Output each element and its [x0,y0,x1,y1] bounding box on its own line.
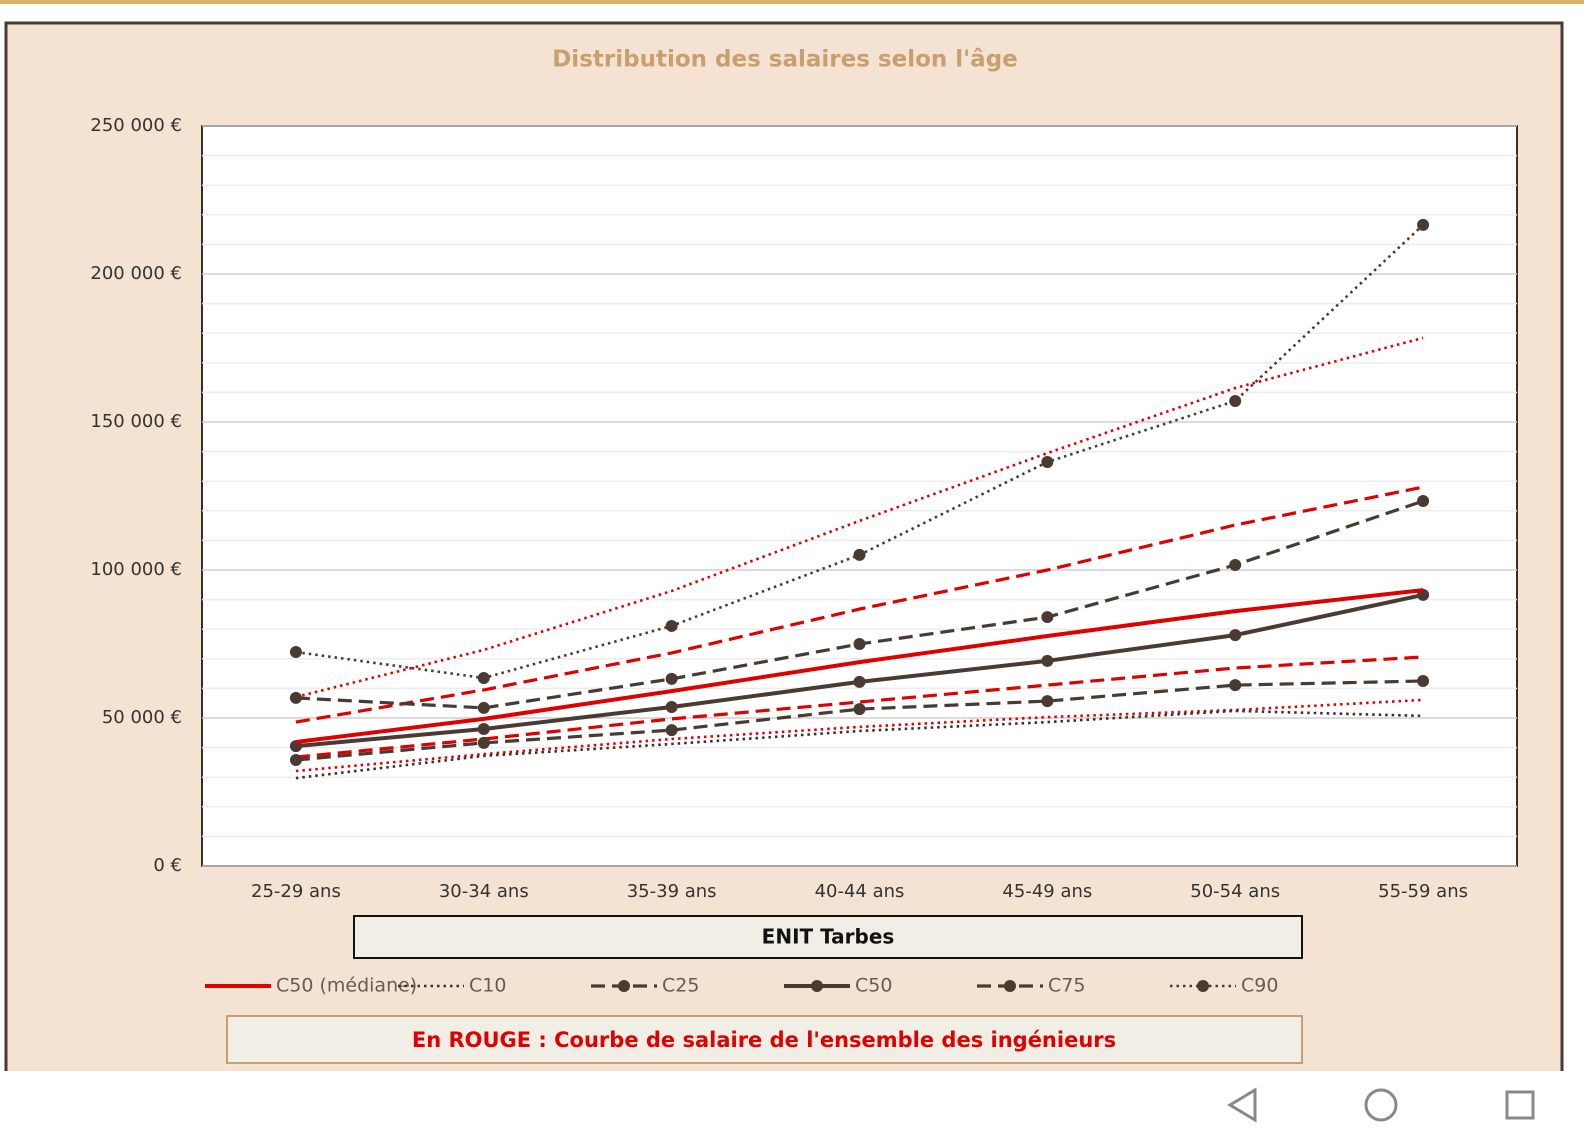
series-marker [289,645,302,658]
series-marker [665,701,678,714]
y-tick-label: 150 000 € [90,411,182,432]
legend-marker [1197,980,1209,992]
legend-label: C50 [855,975,892,997]
legend-label: C75 [1048,975,1085,997]
y-tick-label: 250 000 € [90,115,182,136]
legend-label: C90 [1241,975,1278,997]
series-marker [1229,394,1242,407]
legend-marker [618,980,630,992]
legend-entry: C10 [398,975,506,997]
series-marker [853,675,866,688]
series-marker [477,701,490,714]
plot-layer: 0 € 50 000 € 100 000 € 150 000 € 200 000 € 25… [90,115,1517,997]
legend-label: C50 (médiane) [276,975,417,997]
series-marker [289,754,302,767]
series-marker [853,638,866,650]
series-line [295,709,1424,780]
legend-marker [811,980,823,992]
series-marker [1229,679,1242,692]
series-marker [1229,558,1242,571]
nav-bar [0,1071,1584,1138]
nav-back[interactable] [1227,1087,1257,1123]
annotation-box [226,1015,1303,1064]
series-line [295,336,1424,699]
series-line [295,485,1424,724]
legend-entry: C50 (médiane) [205,975,417,997]
series-marker [1041,695,1054,708]
y-tick-label: 200 000 € [90,263,182,284]
series-line [295,588,1424,744]
legend-label: C10 [469,975,506,997]
series-marker [1041,455,1054,468]
series-line [295,698,1424,773]
x-tick-label: 30-34 ans [439,881,529,902]
nav-home[interactable] [1364,1088,1398,1122]
series-marker [1417,495,1430,508]
y-tick-label: 50 000 € [102,707,182,728]
series-marker [289,691,302,704]
y-tick-label: 100 000 € [90,559,182,580]
subtitle-box [353,915,1303,959]
series-marker [1041,611,1054,624]
series-marker [477,722,490,735]
x-tick-label: 25-29 ans [251,881,341,902]
series-marker [1041,654,1054,667]
series-marker [665,672,678,685]
legend-entry: C90 [1170,975,1278,997]
x-tick-label: 40-44 ans [815,881,905,902]
series-marker [1417,675,1430,687]
legend-entry: C75 [977,975,1085,997]
series-marker [1417,218,1430,231]
x-tick-label: 50-54 ans [1190,881,1280,902]
series-marker [853,703,866,716]
series-marker [477,736,490,749]
series-marker [665,724,678,737]
subtitle: ENIT Tarbes [762,925,895,949]
annotation: En ROUGE : Courbe de salaire de l'ensemb… [412,1028,1116,1052]
top-rule [0,0,1584,4]
legend-label: C25 [662,975,699,997]
x-tick-label: 35-39 ans [627,881,717,902]
y-tick-label: 0 € [153,855,182,876]
series-marker [1229,629,1242,642]
legend-entry: C50 [784,975,892,997]
x-tick-label: 55-59 ans [1378,881,1468,902]
series-marker [477,672,490,685]
series-marker [853,548,866,561]
nav-recents[interactable] [1505,1090,1535,1120]
x-tick-label: 45-49 ans [1002,881,1092,902]
legend-marker [1004,980,1016,992]
legend-entry: C25 [591,975,699,997]
chart-title: Distribution des salaires selon l'âge [552,47,1018,73]
series-marker [665,619,678,632]
grid [202,125,1517,867]
plot-area [201,125,1518,867]
